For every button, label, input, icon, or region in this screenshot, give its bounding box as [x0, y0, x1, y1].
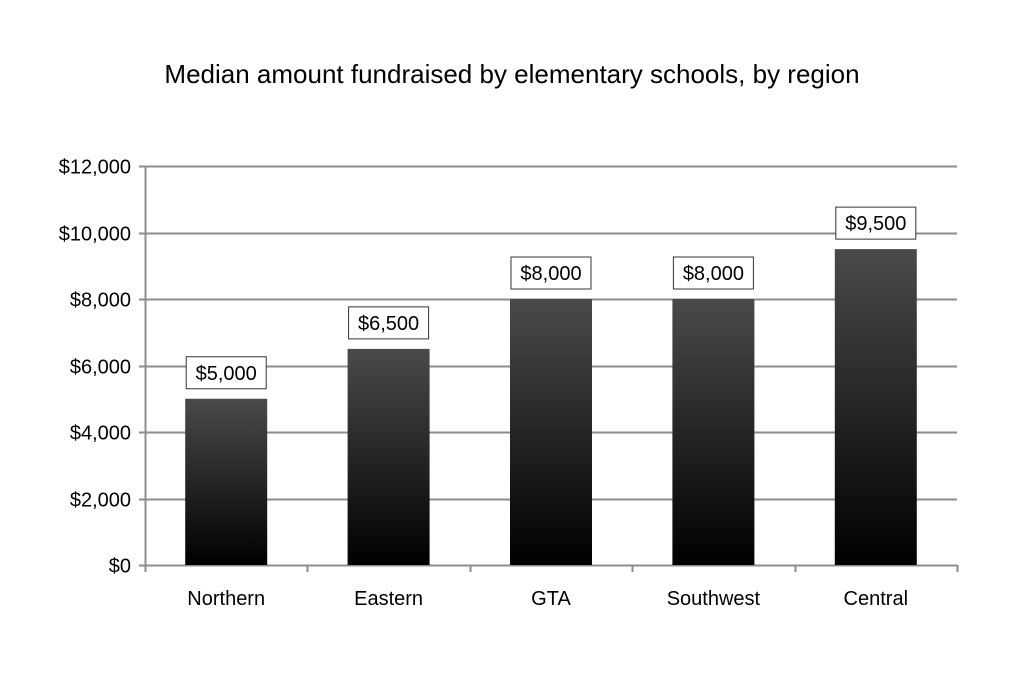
data-label: $8,000 [510, 256, 592, 290]
y-tick-label: $12,000 [59, 157, 131, 179]
y-tick-label: $4,000 [70, 423, 131, 445]
data-label-box [835, 206, 917, 240]
bar [672, 299, 755, 565]
data-label-text: $8,000 [520, 263, 581, 285]
bar [347, 348, 430, 565]
data-label-box [185, 356, 267, 390]
y-tick-label: $6,000 [70, 357, 131, 379]
x-category-label: Eastern [354, 588, 423, 610]
data-label-box [348, 306, 430, 340]
data-label-text: $9,500 [845, 213, 906, 235]
axes [139, 165, 959, 572]
data-label-text: $5,000 [196, 363, 257, 385]
data-label: $6,500 [348, 306, 430, 340]
bar [510, 299, 592, 565]
x-category-label: Central [844, 588, 908, 610]
x-category-label: Northern [187, 588, 265, 610]
x-category-label: Southwest [667, 588, 761, 610]
data-label-text: $8,000 [683, 263, 744, 285]
data-label: $9,500 [835, 206, 917, 240]
y-tick-label: $8,000 [70, 290, 131, 312]
data-label-box [510, 256, 592, 290]
x-axis-category-labels: Northern Eastern GTA Southwest Central [187, 588, 908, 610]
data-labels: $5,000 $6,500 $8,000 $8,000 $9,500 [185, 206, 917, 390]
y-axis-tick-labels: $0 $2,000 $4,000 $6,000 $8,000 $10,000 $12,000 [59, 157, 131, 578]
bar [185, 398, 268, 565]
x-category-label: GTA [531, 588, 571, 610]
y-tick-label: $0 [109, 556, 131, 578]
data-label-box [672, 256, 754, 290]
bar [834, 249, 917, 565]
data-label: $5,000 [185, 356, 267, 390]
y-tick-label: $2,000 [70, 490, 131, 512]
bars [185, 249, 917, 565]
chart-title: Median amount fundraised by elementary s… [164, 59, 859, 89]
data-label: $8,000 [672, 256, 754, 290]
y-tick-label: $10,000 [59, 224, 131, 246]
data-label-text: $6,500 [358, 313, 419, 335]
